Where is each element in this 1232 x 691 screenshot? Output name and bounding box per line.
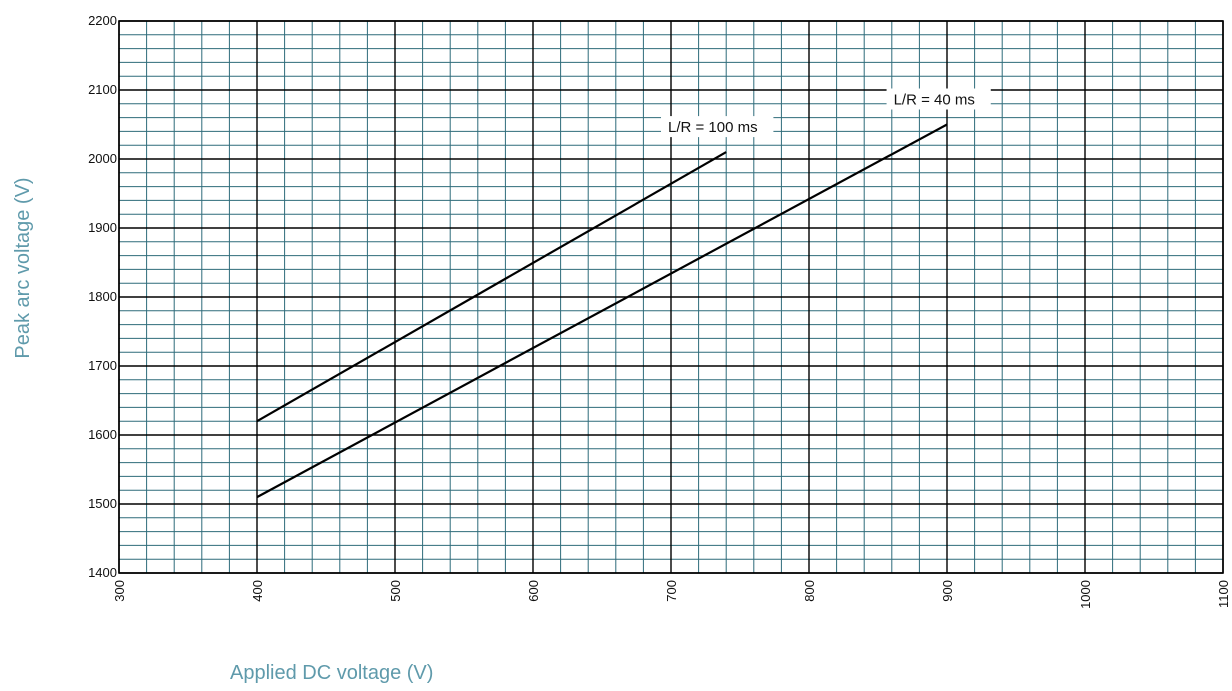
x-tick-label: 600 [526, 580, 541, 602]
series-label-text: L/R = 100 ms [668, 119, 758, 136]
y-tick-label: 1600 [88, 427, 117, 442]
y-tick-label: 1700 [88, 358, 117, 373]
y-tick-label: 1800 [88, 289, 117, 304]
tick-labels: 300 400 500 600 700 800 900 1000 1100 1400 1500 160… [88, 13, 1231, 609]
y-tick-label: 1900 [88, 220, 117, 235]
x-tick-label: 500 [388, 580, 403, 602]
x-tick-label: 700 [664, 580, 679, 602]
y-tick-label: 1500 [88, 496, 117, 511]
x-tick-label: 400 [250, 580, 265, 602]
x-tick-label: 1000 [1078, 580, 1093, 609]
series-label-bg [886, 88, 991, 110]
y-tick-label: 2100 [88, 82, 117, 97]
series-label-bg [661, 116, 774, 138]
y-tick-label: 2200 [88, 13, 117, 28]
y-tick-label: 1400 [88, 565, 117, 580]
series-label: L/R = 100 ms [661, 116, 774, 138]
series-line [256, 151, 727, 423]
x-tick-label: 300 [112, 580, 127, 602]
series-label: L/R = 40 ms [886, 88, 991, 110]
series-labels: L/R = 100 ms L/R = 40 ms [661, 88, 991, 138]
grid [118, 20, 1224, 574]
plot-frame [118, 20, 1224, 574]
x-tick-label: 1100 [1216, 580, 1231, 608]
series-line [256, 123, 948, 499]
series-label-text: L/R = 40 ms [894, 92, 975, 109]
series-layer [256, 123, 948, 499]
x-tick-label: 800 [802, 580, 817, 602]
y-axis-title: Peak arc voltage (V) [12, 177, 34, 358]
y-tick-label: 2000 [88, 151, 117, 166]
x-tick-label: 900 [940, 580, 955, 602]
x-axis-title: Applied DC voltage (V) [230, 662, 433, 684]
